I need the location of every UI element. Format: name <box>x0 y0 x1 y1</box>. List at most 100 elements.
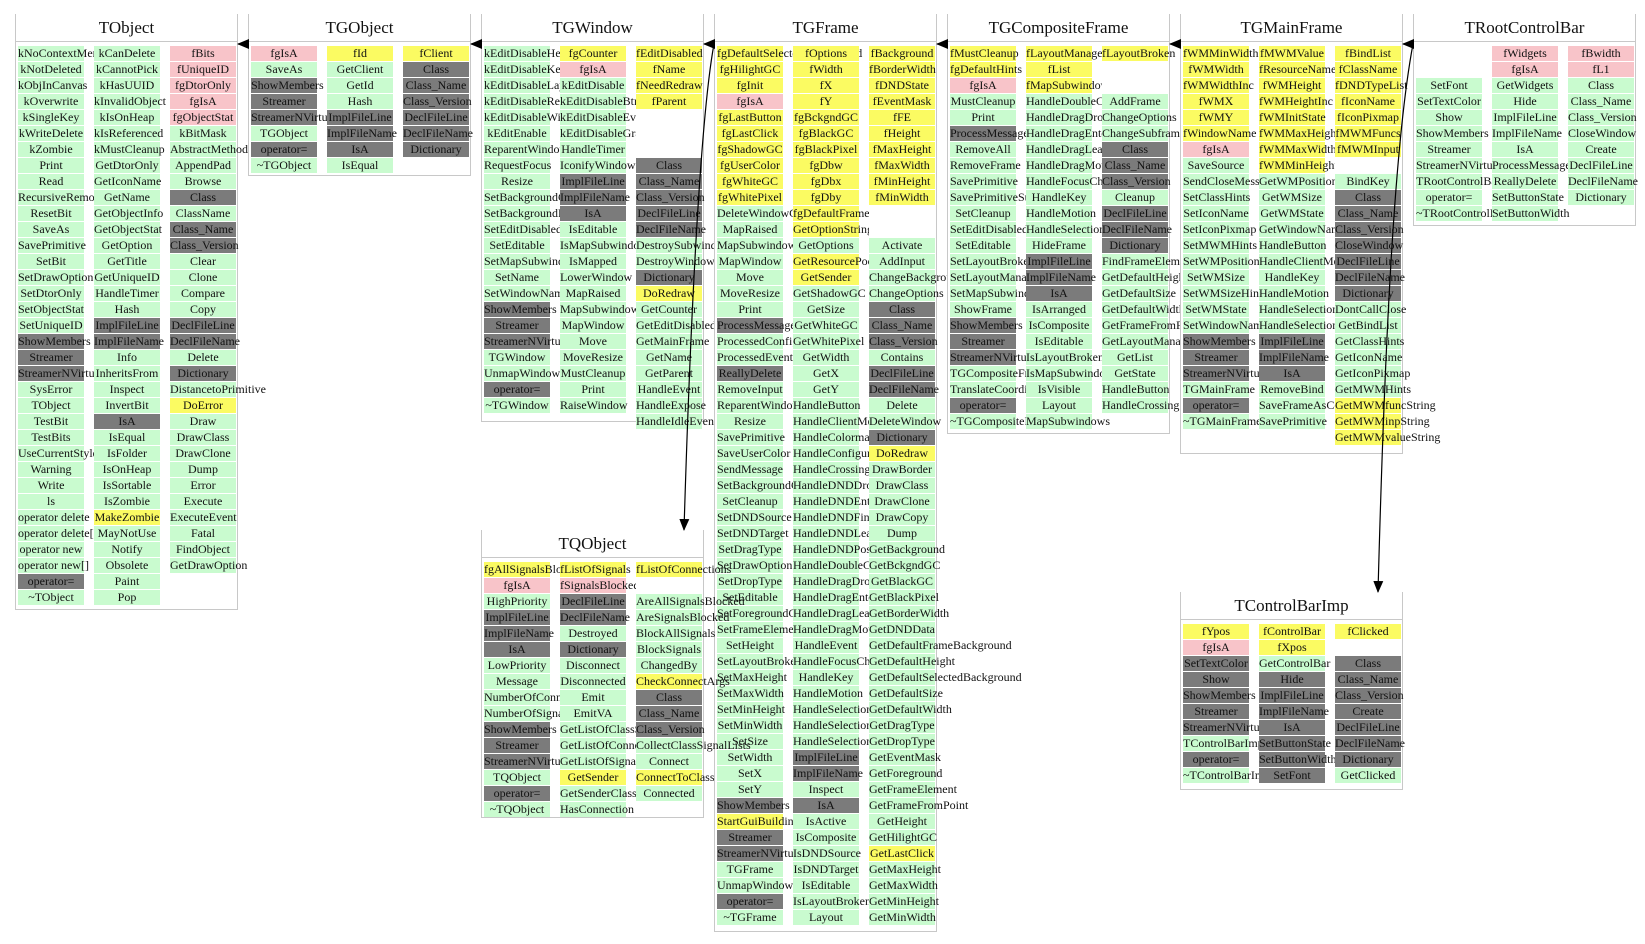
class-member: NumberOfConnections <box>484 690 596 705</box>
class-box-tgcompositeframe[interactable]: TGCompositeFrame fMustCleanup fgDefaultHi… <box>947 14 1249 434</box>
class-member: SetWindowName <box>1183 318 1268 333</box>
class-member: fMinHeight <box>869 174 935 189</box>
class-member: SetWMState <box>1183 302 1249 317</box>
class-member: GetMinWidth <box>869 910 936 925</box>
class-member: HandleFocusChange <box>793 654 893 669</box>
class-member: IsDNDTarget <box>793 862 859 877</box>
class-box-tgmainframe[interactable]: TGMainFrame fWMMinWidth fWMWidth fWMWidthI… <box>1180 14 1440 454</box>
class-member: HandleKey <box>1026 190 1092 205</box>
class-member: GetListOfClassSignals <box>560 722 670 737</box>
class-member: HandleSelectionClear <box>793 718 899 733</box>
class-member: DontCallClose <box>1335 302 1407 317</box>
class-member: fgDby <box>793 190 859 205</box>
class-member: ShowMembers <box>1416 126 1489 141</box>
class-member: GetSender <box>560 770 626 785</box>
class-member: RemoveFrame <box>950 158 1021 173</box>
class-member: Destroyed <box>560 626 626 641</box>
class-member: operator= <box>717 894 783 909</box>
member-column: fListOfSignals fSignalsBlocked DeclFileLin… <box>560 562 670 818</box>
class-member: GetBckgndGC <box>869 558 941 573</box>
class-member: MapWindow <box>717 254 783 269</box>
class-box-tcontrolbarimp[interactable]: TControlBarImp fYpos fgIsA SetTextColor Sho… <box>1180 592 1405 790</box>
class-member: fMWMInput <box>1335 142 1401 157</box>
class-member: Streamer <box>251 94 317 109</box>
class-member: fNeedRedraw <box>636 78 703 93</box>
class-member: Dump <box>869 526 935 541</box>
class-member: GetListOfConnections <box>560 738 669 753</box>
member-columns: SetFont SetTextColor Show ShowMembers Stream… <box>1414 46 1638 225</box>
class-member: DeclFileLine <box>1335 254 1401 269</box>
class-member: AreAllSignalsBlocked <box>636 594 745 609</box>
class-member: GetWidth <box>793 350 859 365</box>
class-member: SetLayoutManager <box>950 270 1042 285</box>
class-member: fWidgets <box>1492 46 1558 61</box>
class-member: Print <box>560 382 626 397</box>
class-member: SetDropType <box>717 574 783 589</box>
class-member: TGCompositeFrame <box>950 366 1049 381</box>
class-member: kInvalidObject <box>94 94 166 109</box>
class-member: ls <box>18 494 84 509</box>
class-member: HandleIdleEvent <box>636 414 718 429</box>
class-member: MakeZombie <box>94 510 160 525</box>
class-member: Class_Version <box>1102 174 1171 189</box>
class-member: SetMaxWidth <box>717 686 784 701</box>
class-member: ~TGCompositeFrame <box>950 414 1056 429</box>
class-member: IsMapped <box>560 254 626 269</box>
member-columns: fgAllSignalsBlocked fgIsA HighPriority Impl… <box>482 562 751 818</box>
class-member: HandleTimer <box>560 142 626 157</box>
class-member: CloseWindow <box>1335 238 1404 253</box>
class-member <box>1416 62 1482 77</box>
class-member: GetMWMHints <box>1335 382 1411 397</box>
class-box-tobject[interactable]: TObject kNoContextMenu kNotDeleted kObjInC… <box>15 14 266 610</box>
class-member: Fatal <box>170 526 236 541</box>
class-member: ImplFileName <box>560 190 630 205</box>
class-member: ImplFileLine <box>484 610 550 625</box>
class-member: fWMInitState <box>1259 110 1326 125</box>
class-member: ProcessMessage <box>717 318 796 333</box>
class-member: ProcessMessage <box>1492 158 1571 173</box>
class-member: IsLayoutBroken <box>1026 350 1104 365</box>
class-member: GetClient <box>327 62 393 77</box>
class-box-tgwindow[interactable]: TGWindow kEditDisableHeight kEditDisableK… <box>481 14 736 429</box>
class-box-tgobject[interactable]: TGObject fgIsA SaveAs ShowMembers Streamer S… <box>248 14 473 176</box>
member-column: kEditDisableHeight kEditDisableKeyEnable k… <box>484 46 600 414</box>
class-member: GetMWMfuncString <box>1335 398 1436 413</box>
class-member: GetSender <box>793 270 859 285</box>
class-member: HandleCrossing <box>1102 398 1180 413</box>
class-member: SavePrimitive <box>717 430 785 445</box>
class-member: HandleEvent <box>793 638 859 653</box>
class-member: SetClassHints <box>1183 190 1251 205</box>
class-member: SetButtonState <box>1492 190 1564 205</box>
class-member: DeclFileName <box>1335 736 1405 751</box>
class-member: TGObject <box>251 126 317 141</box>
class-member: HandleMotion <box>1026 206 1096 221</box>
class-member: fDNDTypeList <box>1335 78 1408 93</box>
class-member: fResourceName <box>1259 62 1337 77</box>
class-member: Clone <box>170 270 236 285</box>
class-member: fgObjectStat <box>170 110 236 125</box>
class-member: GetFrameFromPoint <box>869 798 969 813</box>
class-member: ShowMembers <box>18 334 91 349</box>
class-member: Activate <box>869 238 935 253</box>
class-member: fWMY <box>1183 110 1249 125</box>
class-member: ChangedBy <box>636 658 702 673</box>
class-box-tqobject[interactable]: TQObject fgAllSignalsBlocked fgIsA HighPri… <box>481 530 751 818</box>
class-member: AreSignalsBlocked <box>636 610 730 625</box>
class-member: RequestFocus <box>484 158 552 173</box>
class-member: ~TRootControlBar <box>1416 206 1508 221</box>
class-box-tgframe[interactable]: TGFrame fgDefaultSelectedBackground fgHil… <box>714 14 1022 932</box>
class-member: DistancetoPrimitive <box>170 382 266 397</box>
class-member: SaveSource <box>1183 158 1249 173</box>
class-member: fUniqueID <box>170 62 236 77</box>
class-member: IsDNDSource <box>793 846 861 861</box>
class-member: fMustCleanup <box>950 46 1019 61</box>
class-member: HandleDragEnter <box>793 590 878 605</box>
class-member: ImplFileName <box>1026 270 1096 285</box>
class-member: UseCurrentStyle <box>18 446 98 461</box>
class-member: DeclFileName <box>1568 174 1638 189</box>
class-box-trootcontrolbar[interactable]: TRootControlBar SetFont SetTextColor Show S… <box>1413 14 1638 226</box>
class-member: fgIsA <box>1183 640 1249 655</box>
class-member: GetWMSize <box>1259 190 1325 205</box>
class-member: FindFrameElement <box>1102 254 1195 269</box>
class-member: HandleSelectionRequest <box>1259 318 1377 333</box>
